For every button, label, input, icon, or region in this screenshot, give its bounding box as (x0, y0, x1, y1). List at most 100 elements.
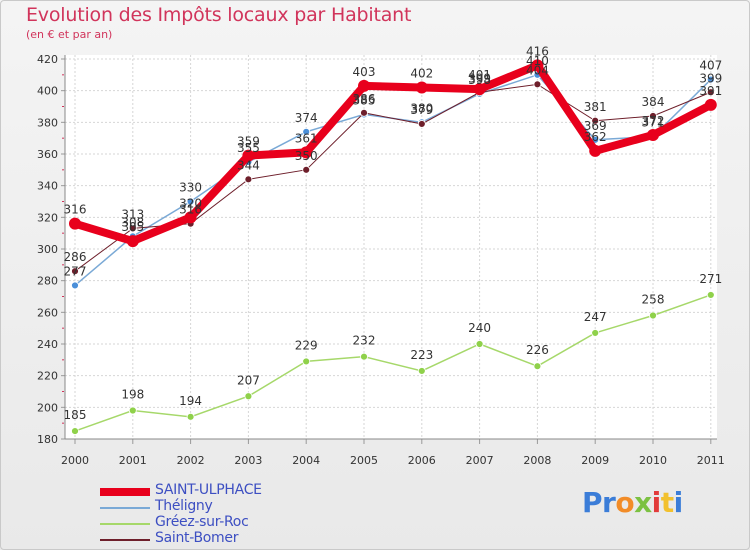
data-label-theligny: 385 (353, 93, 376, 107)
x-tick-label: 2002 (177, 454, 205, 467)
data-point-greez-sur-roc (417, 367, 426, 375)
data-point-theligny (71, 281, 79, 290)
data-label-greez-sur-roc: 226 (526, 343, 549, 357)
y-tick-label: 260 (37, 306, 58, 319)
y-tick-label: 340 (37, 180, 58, 193)
data-label-saint-ulphace: 320 (179, 196, 202, 210)
data-label-theligny: 277 (64, 264, 87, 278)
data-label-saint-ulphace: 403 (353, 65, 376, 79)
legend-label-saint-bomer: Saint-Bomer (155, 530, 239, 546)
data-point-greez-sur-roc (591, 329, 600, 337)
data-label-saint-ulphace: 361 (295, 131, 318, 145)
data-point-saint-ulphace (473, 83, 486, 96)
data-label-saint-bomer: 286 (64, 250, 87, 264)
data-point-greez-sur-roc (649, 311, 657, 320)
x-tick-label: 2001 (119, 454, 147, 467)
data-label-greez-sur-roc: 223 (410, 348, 433, 362)
data-point-greez-sur-roc (244, 392, 253, 401)
data-label-saint-bomer: 399 (699, 71, 722, 85)
y-tick-label: 240 (37, 338, 58, 351)
data-point-greez-sur-roc (302, 357, 311, 366)
data-point-saint-bomer (71, 267, 79, 276)
y-tick-label: 320 (37, 211, 58, 224)
data-point-greez-sur-roc (533, 362, 542, 371)
data-label-greez-sur-roc: 194 (179, 394, 202, 408)
data-point-greez-sur-roc (475, 340, 484, 348)
data-label-saint-bomer: 350 (295, 149, 318, 163)
data-label-saint-bomer: 381 (584, 100, 607, 114)
data-point-saint-ulphace (647, 129, 659, 141)
data-label-saint-bomer: 404 (526, 63, 549, 77)
data-point-saint-bomer (591, 116, 600, 125)
x-tick-label: 2005 (350, 454, 378, 467)
data-label-greez-sur-roc: 232 (353, 334, 376, 348)
data-label-saint-bomer: 399 (468, 71, 491, 85)
data-point-saint-ulphace (69, 217, 81, 230)
data-point-saint-bomer (706, 88, 715, 97)
data-label-saint-bomer: 344 (237, 158, 260, 172)
data-label-saint-ulphace: 316 (64, 203, 87, 217)
logo-letter: t (660, 486, 674, 519)
data-point-saint-bomer (302, 165, 311, 174)
logo-letter: r (602, 486, 616, 519)
x-tick-label: 2000 (61, 454, 89, 467)
logo-letter: i (673, 486, 684, 519)
data-label-theligny: 330 (179, 181, 202, 195)
y-tick-label: 180 (37, 433, 58, 446)
data-label-theligny: 308 (121, 215, 144, 229)
x-tick-label: 2011 (697, 454, 725, 467)
data-label-saint-bomer: 386 (353, 92, 376, 106)
data-point-greez-sur-roc (71, 427, 79, 435)
data-label-greez-sur-roc: 258 (642, 293, 665, 307)
data-label-greez-sur-roc: 240 (468, 321, 491, 335)
series-line-saint-ulphace (71, 61, 715, 246)
data-label-greez-sur-roc: 185 (64, 408, 87, 422)
legend-swatch-theligny (100, 507, 150, 509)
y-tick-label: 300 (37, 243, 58, 256)
legend-swatch-saint-bomer (100, 539, 150, 541)
x-tick-label: 2004 (292, 454, 320, 467)
data-label-theligny: 374 (295, 111, 318, 125)
y-tick-label: 360 (37, 148, 58, 161)
data-point-saint-bomer (533, 80, 542, 89)
data-point-greez-sur-roc (360, 352, 368, 361)
data-point-saint-ulphace (300, 146, 313, 159)
data-label-saint-ulphace: 416 (526, 44, 549, 58)
data-point-saint-ulphace (704, 98, 717, 111)
data-label-saint-bomer: 316 (179, 203, 202, 217)
data-label-greez-sur-roc: 207 (237, 373, 260, 387)
chart-subtitle: (en € et par an) (26, 28, 113, 41)
data-point-theligny (706, 75, 715, 84)
chart-title: Evolution des Impôts locaux par Habitant (26, 4, 412, 26)
data-point-saint-ulphace (589, 144, 602, 157)
x-tick-label: 2009 (581, 454, 609, 467)
data-label-theligny: 355 (237, 141, 260, 155)
x-tick-label: 2003 (234, 454, 262, 467)
data-label-saint-ulphace: 359 (237, 135, 260, 149)
data-label-saint-ulphace: 401 (468, 68, 491, 82)
y-tick-label: 200 (37, 401, 58, 414)
legend-label-theligny: Théligny (155, 498, 213, 514)
data-point-greez-sur-roc (706, 291, 715, 299)
data-label-saint-bomer: 379 (410, 103, 433, 117)
legend-swatch-greez-sur-roc (100, 523, 150, 525)
logo-letter: i (651, 486, 662, 519)
data-label-greez-sur-roc: 271 (699, 272, 722, 286)
x-tick-label: 2010 (639, 454, 667, 467)
plot-area (65, 55, 717, 439)
data-point-greez-sur-roc (186, 412, 195, 421)
data-point-saint-ulphace (184, 211, 197, 224)
data-point-saint-bomer (360, 108, 368, 117)
data-label-theligny: 371 (642, 116, 665, 130)
data-point-theligny (186, 197, 195, 206)
data-point-saint-bomer (417, 120, 426, 128)
data-label-theligny: 410 (526, 54, 549, 68)
y-tick-label: 220 (37, 370, 58, 383)
data-point-saint-bomer (128, 224, 137, 233)
data-point-saint-ulphace (358, 79, 370, 92)
logo-letter: x (634, 486, 652, 519)
legend-label-greez-sur-roc: Gréez-sur-Roc (155, 514, 249, 530)
data-label-theligny: 407 (699, 59, 722, 73)
logo-letter: o (615, 486, 635, 519)
